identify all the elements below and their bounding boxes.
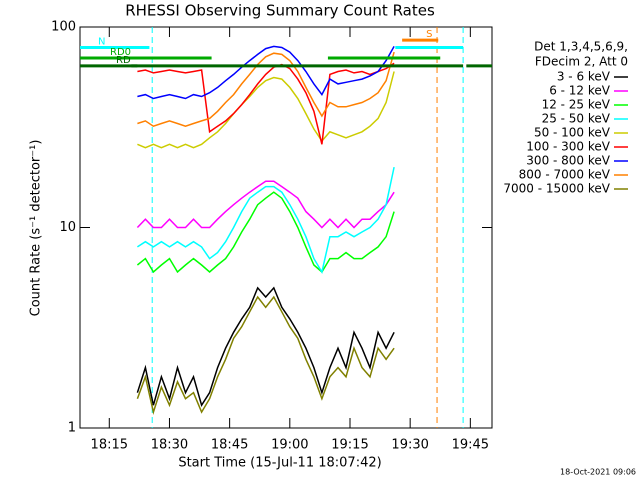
y-tick-label: 1 — [68, 421, 76, 436]
series-line — [137, 62, 395, 145]
legend-label: 100 - 300 keV — [526, 140, 610, 154]
legend-label: 800 - 7000 keV — [519, 168, 611, 182]
series-line — [137, 51, 395, 128]
series-line — [136, 191, 395, 274]
series-line — [136, 166, 395, 274]
y-axis-label: Count Rate (s⁻¹ detector⁻¹) — [29, 140, 44, 317]
series-line — [137, 71, 395, 149]
x-tick-label: 18:45 — [211, 438, 248, 453]
legend-label: 12 - 25 keV — [542, 98, 611, 112]
x-tick-label: 19:00 — [271, 438, 308, 453]
legend-label: 6 - 12 keV — [549, 84, 611, 98]
y-tick-label: 100 — [51, 20, 76, 35]
x-tick-label: 18:15 — [91, 438, 128, 453]
y-tick-label: 10 — [59, 220, 76, 235]
legend-title: FDecim 2, Att 0 — [535, 55, 628, 69]
flag-label: N — [98, 37, 105, 48]
series-line — [136, 295, 395, 415]
legend-label: 50 - 100 keV — [534, 126, 611, 140]
x-tick-label: 19:30 — [391, 438, 428, 453]
legend-title: Det 1,3,4,5,6,9, — [534, 40, 628, 54]
series-line — [136, 286, 395, 408]
flag-label: S — [426, 29, 432, 40]
legend-label: 3 - 6 keV — [557, 70, 611, 84]
x-tick-label: 18:30 — [151, 438, 188, 453]
flag-label: RD0 — [110, 47, 131, 58]
footer: 18-Oct-2021 09:06 — [560, 468, 636, 477]
x-axis-label: Start Time (15-Jul-11 18:07:42) — [178, 456, 381, 471]
x-tick-label: 19:15 — [331, 438, 368, 453]
legend-label: 7000 - 15000 keV — [503, 182, 610, 196]
x-tick-label: 19:45 — [452, 438, 489, 453]
legend-label: 25 - 50 keV — [542, 112, 611, 126]
flag-label: RD — [116, 55, 131, 66]
series-line — [136, 180, 395, 229]
chart-title: RHESSI Observing Summary Count Rates — [125, 2, 435, 20]
series-line — [137, 45, 395, 100]
legend-label: 300 - 800 keV — [526, 154, 610, 168]
